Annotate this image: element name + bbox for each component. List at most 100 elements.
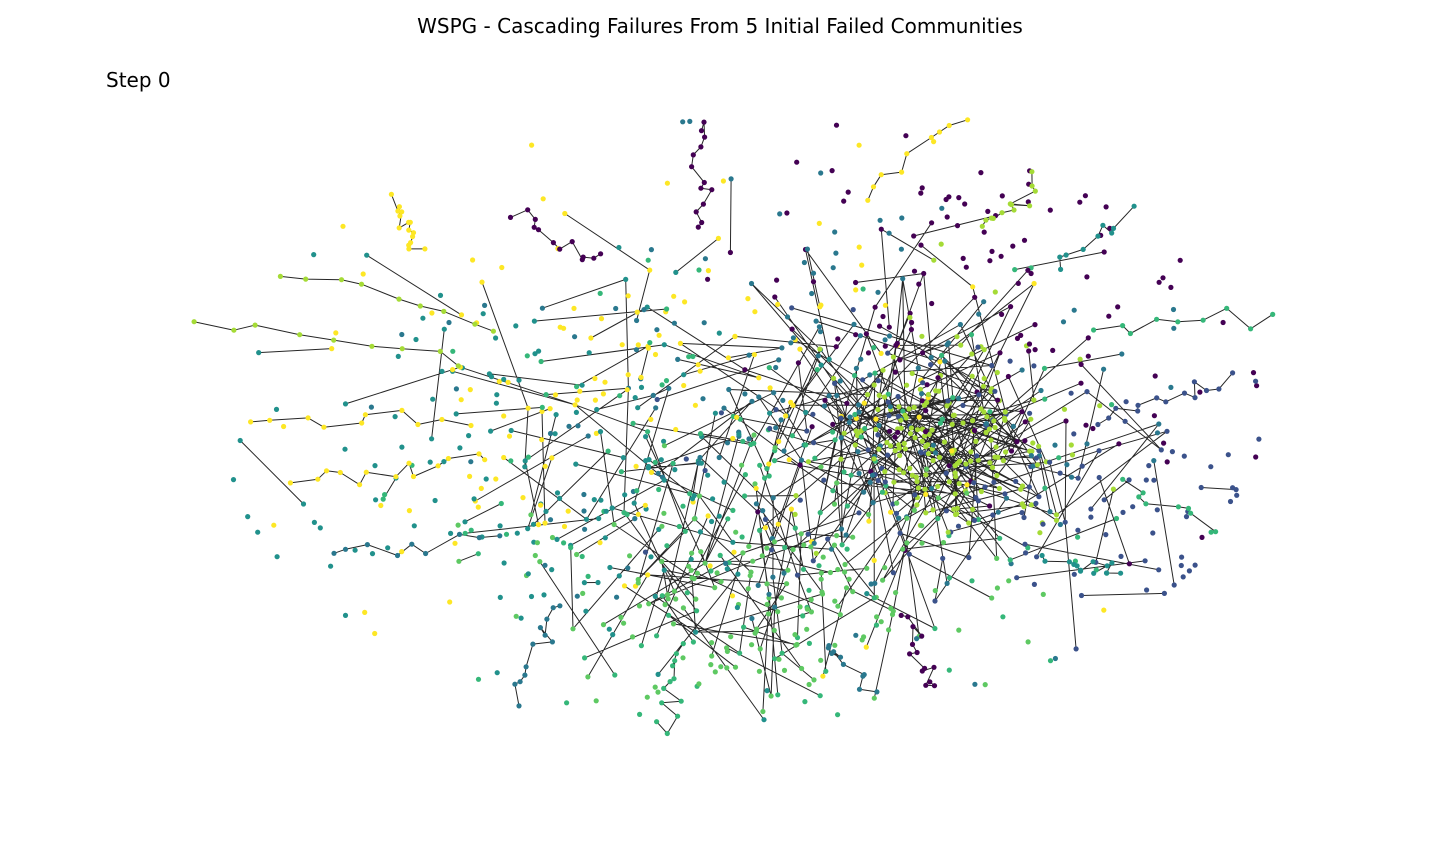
- graph-node: [697, 454, 703, 461]
- graph-node: [735, 571, 741, 577]
- graph-node: [895, 413, 902, 419]
- graph-node: [882, 343, 888, 349]
- graph-node: [441, 326, 447, 332]
- graph-node: [817, 693, 823, 699]
- graph-node: [1110, 486, 1116, 492]
- graph-node: [525, 207, 531, 213]
- graph-node: [915, 427, 921, 433]
- graph-node: [1019, 509, 1025, 516]
- graph-node: [853, 332, 859, 338]
- graph-node: [410, 230, 417, 236]
- graph-node: [830, 421, 836, 427]
- graph-node: [914, 478, 920, 485]
- graph-node: [894, 500, 900, 506]
- graph-node: [621, 509, 627, 516]
- graph-node: [1008, 304, 1014, 310]
- graph-node: [742, 391, 748, 397]
- graph-node: [831, 501, 838, 507]
- graph-node: [671, 293, 677, 299]
- graph-node: [1161, 440, 1167, 446]
- graph-node: [544, 616, 550, 622]
- graph-node: [992, 454, 998, 460]
- graph-node: [642, 549, 649, 555]
- graph-node: [865, 392, 871, 398]
- graph-node: [1208, 464, 1214, 470]
- graph-node: [537, 559, 543, 565]
- graph-node: [793, 493, 799, 499]
- graph-node: [808, 544, 814, 550]
- graph-node: [1007, 358, 1013, 364]
- graph-node: [794, 159, 800, 165]
- graph-node: [497, 594, 503, 601]
- graph-node: [968, 449, 974, 455]
- graph-node: [718, 664, 724, 670]
- graph-node: [766, 595, 772, 601]
- graph-node: [872, 580, 878, 587]
- graph-node: [237, 437, 243, 444]
- graph-node: [987, 503, 993, 509]
- graph-node: [729, 593, 736, 599]
- graph-node: [605, 448, 611, 454]
- graph-node: [919, 540, 925, 546]
- graph-node: [954, 223, 961, 229]
- graph-node: [1130, 504, 1136, 510]
- graph-node: [1270, 311, 1276, 317]
- graph-node: [985, 208, 991, 214]
- graph-node: [645, 257, 651, 263]
- graph-node: [1233, 487, 1239, 493]
- graph-node: [661, 510, 667, 516]
- graph-node: [476, 451, 482, 457]
- graph-node: [732, 664, 739, 670]
- graph-node: [789, 433, 796, 439]
- graph-node: [331, 550, 337, 556]
- graph-node: [878, 172, 884, 178]
- graph-node: [963, 461, 969, 467]
- graph-node: [742, 493, 748, 499]
- graph-node: [751, 352, 758, 358]
- graph-node: [317, 525, 323, 531]
- graph-node: [880, 577, 886, 583]
- graph-node: [885, 391, 891, 397]
- graph-node: [922, 486, 928, 492]
- graph-node: [382, 492, 388, 498]
- graph-node: [1028, 453, 1034, 459]
- graph-node: [897, 452, 903, 459]
- graph-node: [569, 239, 575, 245]
- graph-node: [875, 289, 881, 295]
- graph-node: [897, 530, 903, 536]
- graph-node: [333, 330, 339, 336]
- graph-node: [830, 429, 836, 435]
- graph-node: [429, 436, 435, 442]
- graph-node: [908, 326, 915, 333]
- graph-node: [1042, 485, 1048, 491]
- graph-node: [557, 603, 563, 609]
- graph-node: [501, 413, 507, 419]
- graph-node: [712, 669, 718, 675]
- graph-node: [488, 374, 495, 380]
- graph-node: [709, 653, 715, 659]
- graph-node: [995, 509, 1001, 515]
- graph-node: [856, 244, 862, 250]
- graph-node: [689, 164, 695, 170]
- graph-node: [887, 404, 894, 410]
- graph-node: [1109, 402, 1115, 408]
- graph-node: [925, 391, 932, 398]
- graph-node: [834, 480, 840, 486]
- graph-node: [765, 611, 772, 617]
- graph-node: [955, 523, 962, 529]
- graph-node: [1042, 558, 1048, 564]
- graph-node: [1083, 422, 1089, 428]
- graph-node: [1183, 514, 1190, 520]
- graph-node: [331, 337, 337, 343]
- graph-node: [572, 402, 578, 408]
- graph-node: [1084, 274, 1090, 280]
- graph-node: [406, 219, 412, 225]
- graph-node: [499, 264, 505, 271]
- graph-node: [912, 492, 918, 498]
- graph-node: [1180, 574, 1186, 580]
- graph-node: [797, 346, 803, 352]
- graph-node: [695, 362, 701, 368]
- graph-node: [809, 424, 815, 430]
- graph-node: [919, 633, 925, 639]
- graph-node: [696, 267, 702, 273]
